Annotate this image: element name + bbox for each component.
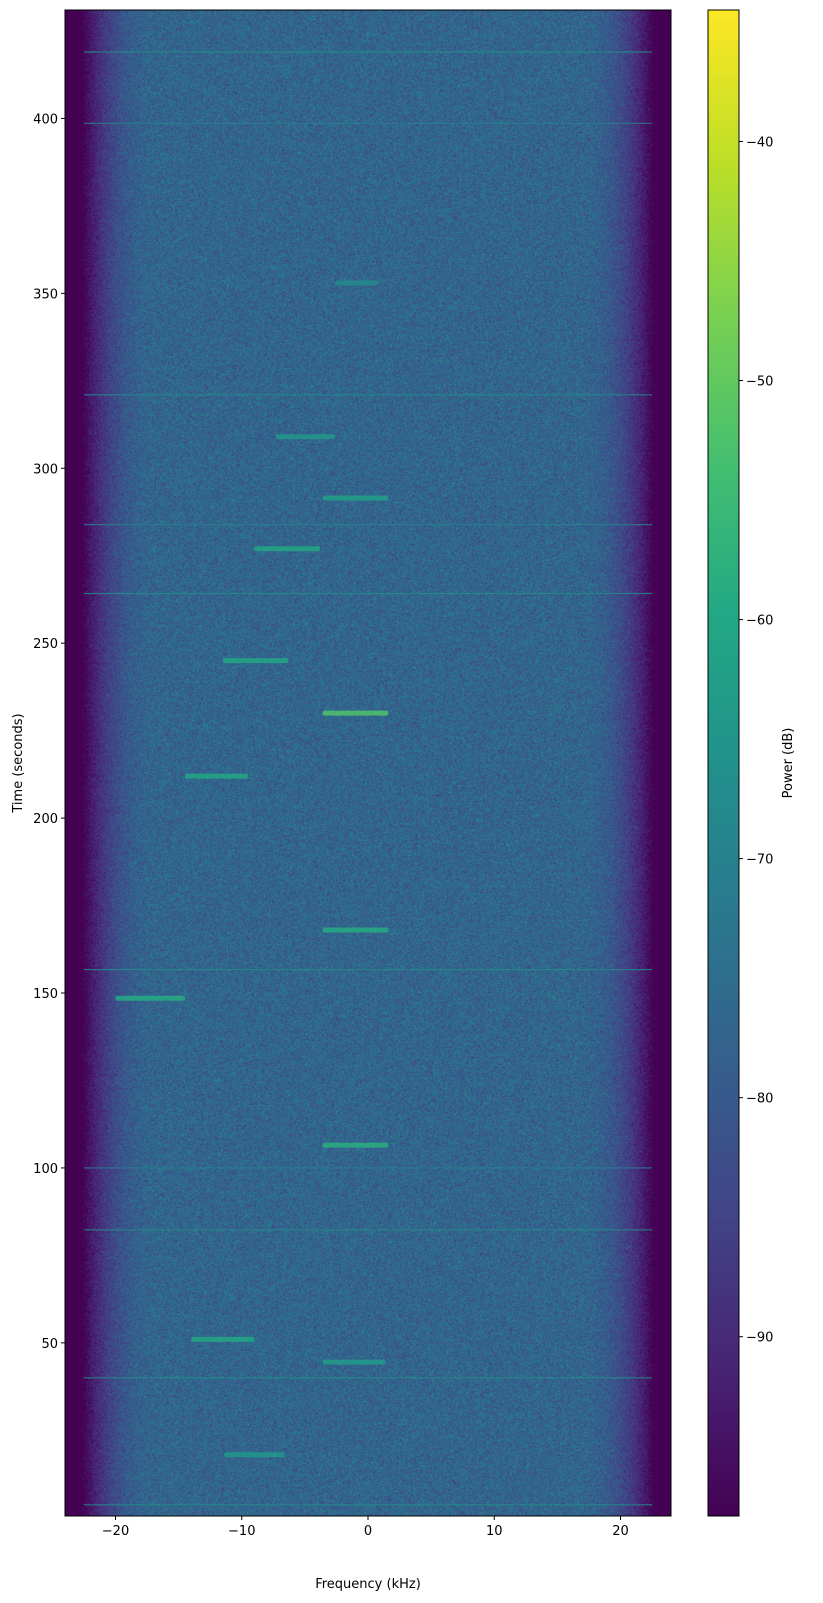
broadband-line-0 [84, 1504, 652, 1505]
y-tick-label: 200 [33, 812, 58, 827]
y-tick-label: 150 [33, 987, 58, 1002]
y-tick-label: 50 [41, 1337, 58, 1352]
x-tick-label: 0 [364, 1524, 372, 1539]
signal-burst-1 [323, 1360, 386, 1365]
colorbar-tick-label: −90 [746, 1331, 773, 1346]
y-axis-label: Time (seconds) [11, 713, 26, 813]
y-tick-label: 400 [33, 112, 58, 127]
chart-overlay: −20 −10 0 10 20 50 100 150 200 250 300 350 400 −90 −80… [0, 0, 823, 1603]
colorbar-frame [708, 10, 739, 1516]
signal-burst-6 [185, 774, 248, 779]
x-tick-label: −20 [102, 1524, 129, 1539]
broadband-line-4 [84, 969, 652, 970]
signal-burst-5 [323, 928, 389, 933]
y-tick-label: 250 [33, 637, 58, 652]
signal-burst-3 [323, 1143, 389, 1148]
broadband-line-8 [84, 123, 652, 124]
y-tick-label: 350 [33, 287, 58, 302]
broadband-line-7 [84, 394, 652, 395]
plot-frame [65, 10, 671, 1516]
broadband-line-1 [84, 1377, 652, 1378]
signal-burst-0 [224, 1452, 285, 1457]
colorbar-label: Power (dB) [781, 728, 796, 799]
signal-burst-7 [323, 711, 389, 716]
spectrogram-figure: −20 −10 0 10 20 50 100 150 200 250 300 350 400 −90 −80… [0, 0, 823, 1603]
signal-burst-8 [223, 658, 289, 663]
broadband-line-2 [84, 1229, 652, 1230]
x-tick-label: 20 [612, 1524, 629, 1539]
signal-burst-9 [254, 546, 320, 551]
x-axis-label: Frequency (kHz) [315, 1577, 421, 1592]
colorbar-tick-label: −80 [746, 1092, 773, 1107]
x-tick-label: 10 [486, 1524, 503, 1539]
signal-burst-4 [116, 996, 185, 1001]
x-tick-label: −10 [228, 1524, 255, 1539]
colorbar-tick-label: −40 [746, 135, 773, 150]
broadband-line-5 [84, 593, 652, 594]
broadband-line-9 [84, 51, 652, 52]
signal-burst-10 [323, 496, 389, 501]
colorbar-tick-label: −70 [746, 853, 773, 868]
broadband-line-6 [84, 524, 652, 525]
signal-burst-12 [335, 280, 378, 285]
colorbar-tick-label: −60 [746, 614, 773, 629]
signal-burst-11 [276, 434, 335, 439]
y-tick-label: 300 [33, 462, 58, 477]
signal-burst-2 [191, 1337, 254, 1342]
axis-ticks: −20 −10 0 10 20 50 100 150 200 250 300 350 400 −90 −80… [33, 112, 773, 1539]
colorbar-tick-label: −50 [746, 375, 773, 390]
signal-marks [84, 51, 652, 1505]
y-tick-label: 100 [33, 1162, 58, 1177]
broadband-line-3 [84, 1167, 652, 1168]
